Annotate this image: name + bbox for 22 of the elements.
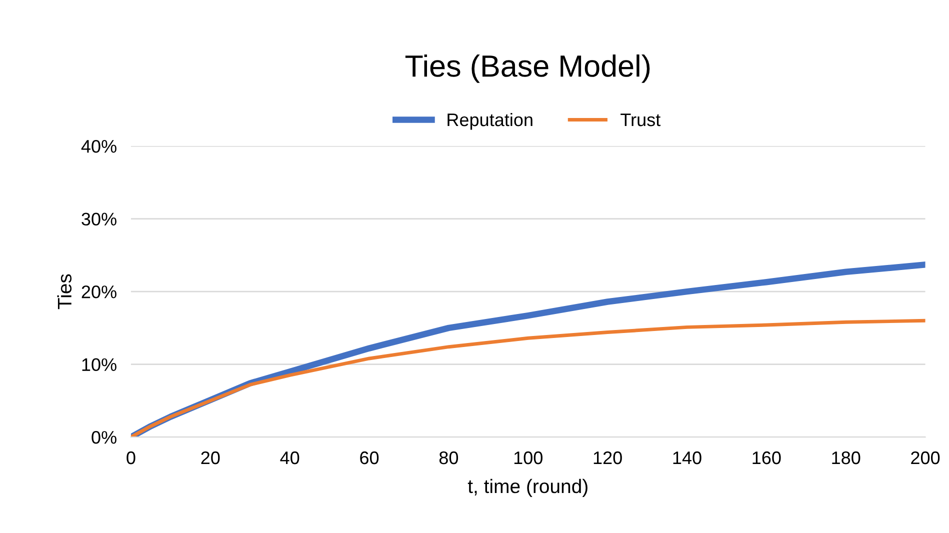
x-tick-label: 140 (673, 451, 702, 464)
y-axis-title: Ties (57, 274, 72, 310)
y-tick-label: 40% (81, 140, 116, 153)
x-tick-label: 0 (126, 451, 136, 464)
x-tick-label: 20 (201, 451, 220, 464)
line-series (130, 318, 926, 438)
x-tick-label: 200 (911, 451, 940, 464)
y-tick-label: 20% (82, 285, 116, 298)
x-tick-label: 100 (514, 451, 542, 464)
x-tick-label: 40 (280, 451, 300, 464)
x-tick-label: 160 (752, 451, 781, 464)
y-tick-label: 0% (92, 430, 116, 444)
x-tick-label: 60 (360, 451, 379, 464)
x-tick-label: 180 (832, 451, 860, 464)
y-tick-label: 30% (82, 212, 116, 226)
legend-label: Trust (620, 114, 660, 126)
legend-label: Reputation (448, 112, 532, 130)
chart-title: Ties (Base Model) (405, 54, 650, 83)
x-axis-title: t, time (round) (468, 478, 588, 498)
x-tick-label: 120 (594, 451, 622, 464)
x-tick-label: 80 (439, 451, 458, 464)
y-tick-label: 10% (82, 358, 116, 372)
